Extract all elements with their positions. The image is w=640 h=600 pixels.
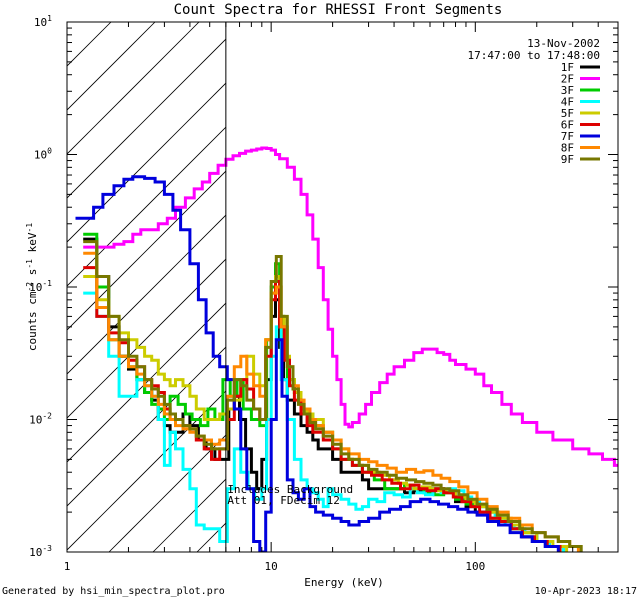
- hatch-line: [67, 22, 112, 67]
- x-tick-label: 10: [265, 560, 278, 573]
- hatch-line: [67, 346, 226, 507]
- legend-label-9F: 9F: [561, 153, 574, 166]
- x-axis: 1 10 100: [64, 22, 619, 573]
- hatch-line: [67, 22, 156, 111]
- legend-label-1F: 1F: [561, 61, 574, 74]
- series-2F: [83, 146, 618, 467]
- hatch-line: [67, 22, 200, 155]
- legend-label-6F: 6F: [561, 119, 574, 132]
- hatch-line: [67, 390, 226, 551]
- legend-label-2F: 2F: [561, 73, 574, 86]
- legend-label-8F: 8F: [561, 142, 574, 155]
- y-tick-label: 100: [34, 147, 52, 162]
- annotation-line-1: Includes Background: [227, 483, 353, 496]
- hatch-line: [67, 82, 226, 243]
- y-tick-label: 10-1: [29, 279, 52, 294]
- x-tick-label: 100: [465, 560, 485, 573]
- y-axis: 10-3 10-2 10-1 100 101: [29, 14, 618, 559]
- x-axis-label: Energy (keV): [304, 576, 383, 589]
- series-layer: [75, 146, 618, 552]
- series-8F: [83, 251, 580, 552]
- hatch-line: [67, 170, 226, 331]
- hatch-line: [108, 434, 226, 552]
- annotation-line-2: Att 01, FDecim 12: [227, 494, 340, 507]
- y-tick-label: 10-2: [29, 412, 52, 427]
- x-tick-label: 1: [64, 560, 71, 573]
- footer-generated-by: Generated by hsi_min_spectra_plot.pro: [2, 586, 225, 597]
- hatch-line: [67, 38, 226, 199]
- series-7F: [75, 175, 560, 552]
- chart-title: Count Spectra for RHESSI Front Segments: [174, 2, 503, 18]
- legend-label-5F: 5F: [561, 107, 574, 120]
- series-4F: [83, 291, 565, 552]
- series-9F: [83, 240, 583, 552]
- background-annotation: Includes Background Att 01, FDecim 12: [227, 483, 353, 507]
- legend-label-7F: 7F: [561, 130, 574, 143]
- y-tick-label: 101: [34, 14, 52, 29]
- footer-timestamp: 10-Apr-2023 18:17: [535, 586, 637, 597]
- y-axis-label: counts cm-2 s-1 keV-1: [25, 223, 39, 351]
- hatch-line: [67, 214, 226, 375]
- hatch-line: [417, 22, 640, 552]
- legend-label-3F: 3F: [561, 84, 574, 97]
- y-tick-label: 10-3: [29, 544, 52, 559]
- legend-label-4F: 4F: [561, 96, 574, 109]
- legend-date: 13-Nov-2002: [527, 37, 600, 50]
- legend-time-range: 17:47:00 to 17:48:00: [468, 49, 600, 62]
